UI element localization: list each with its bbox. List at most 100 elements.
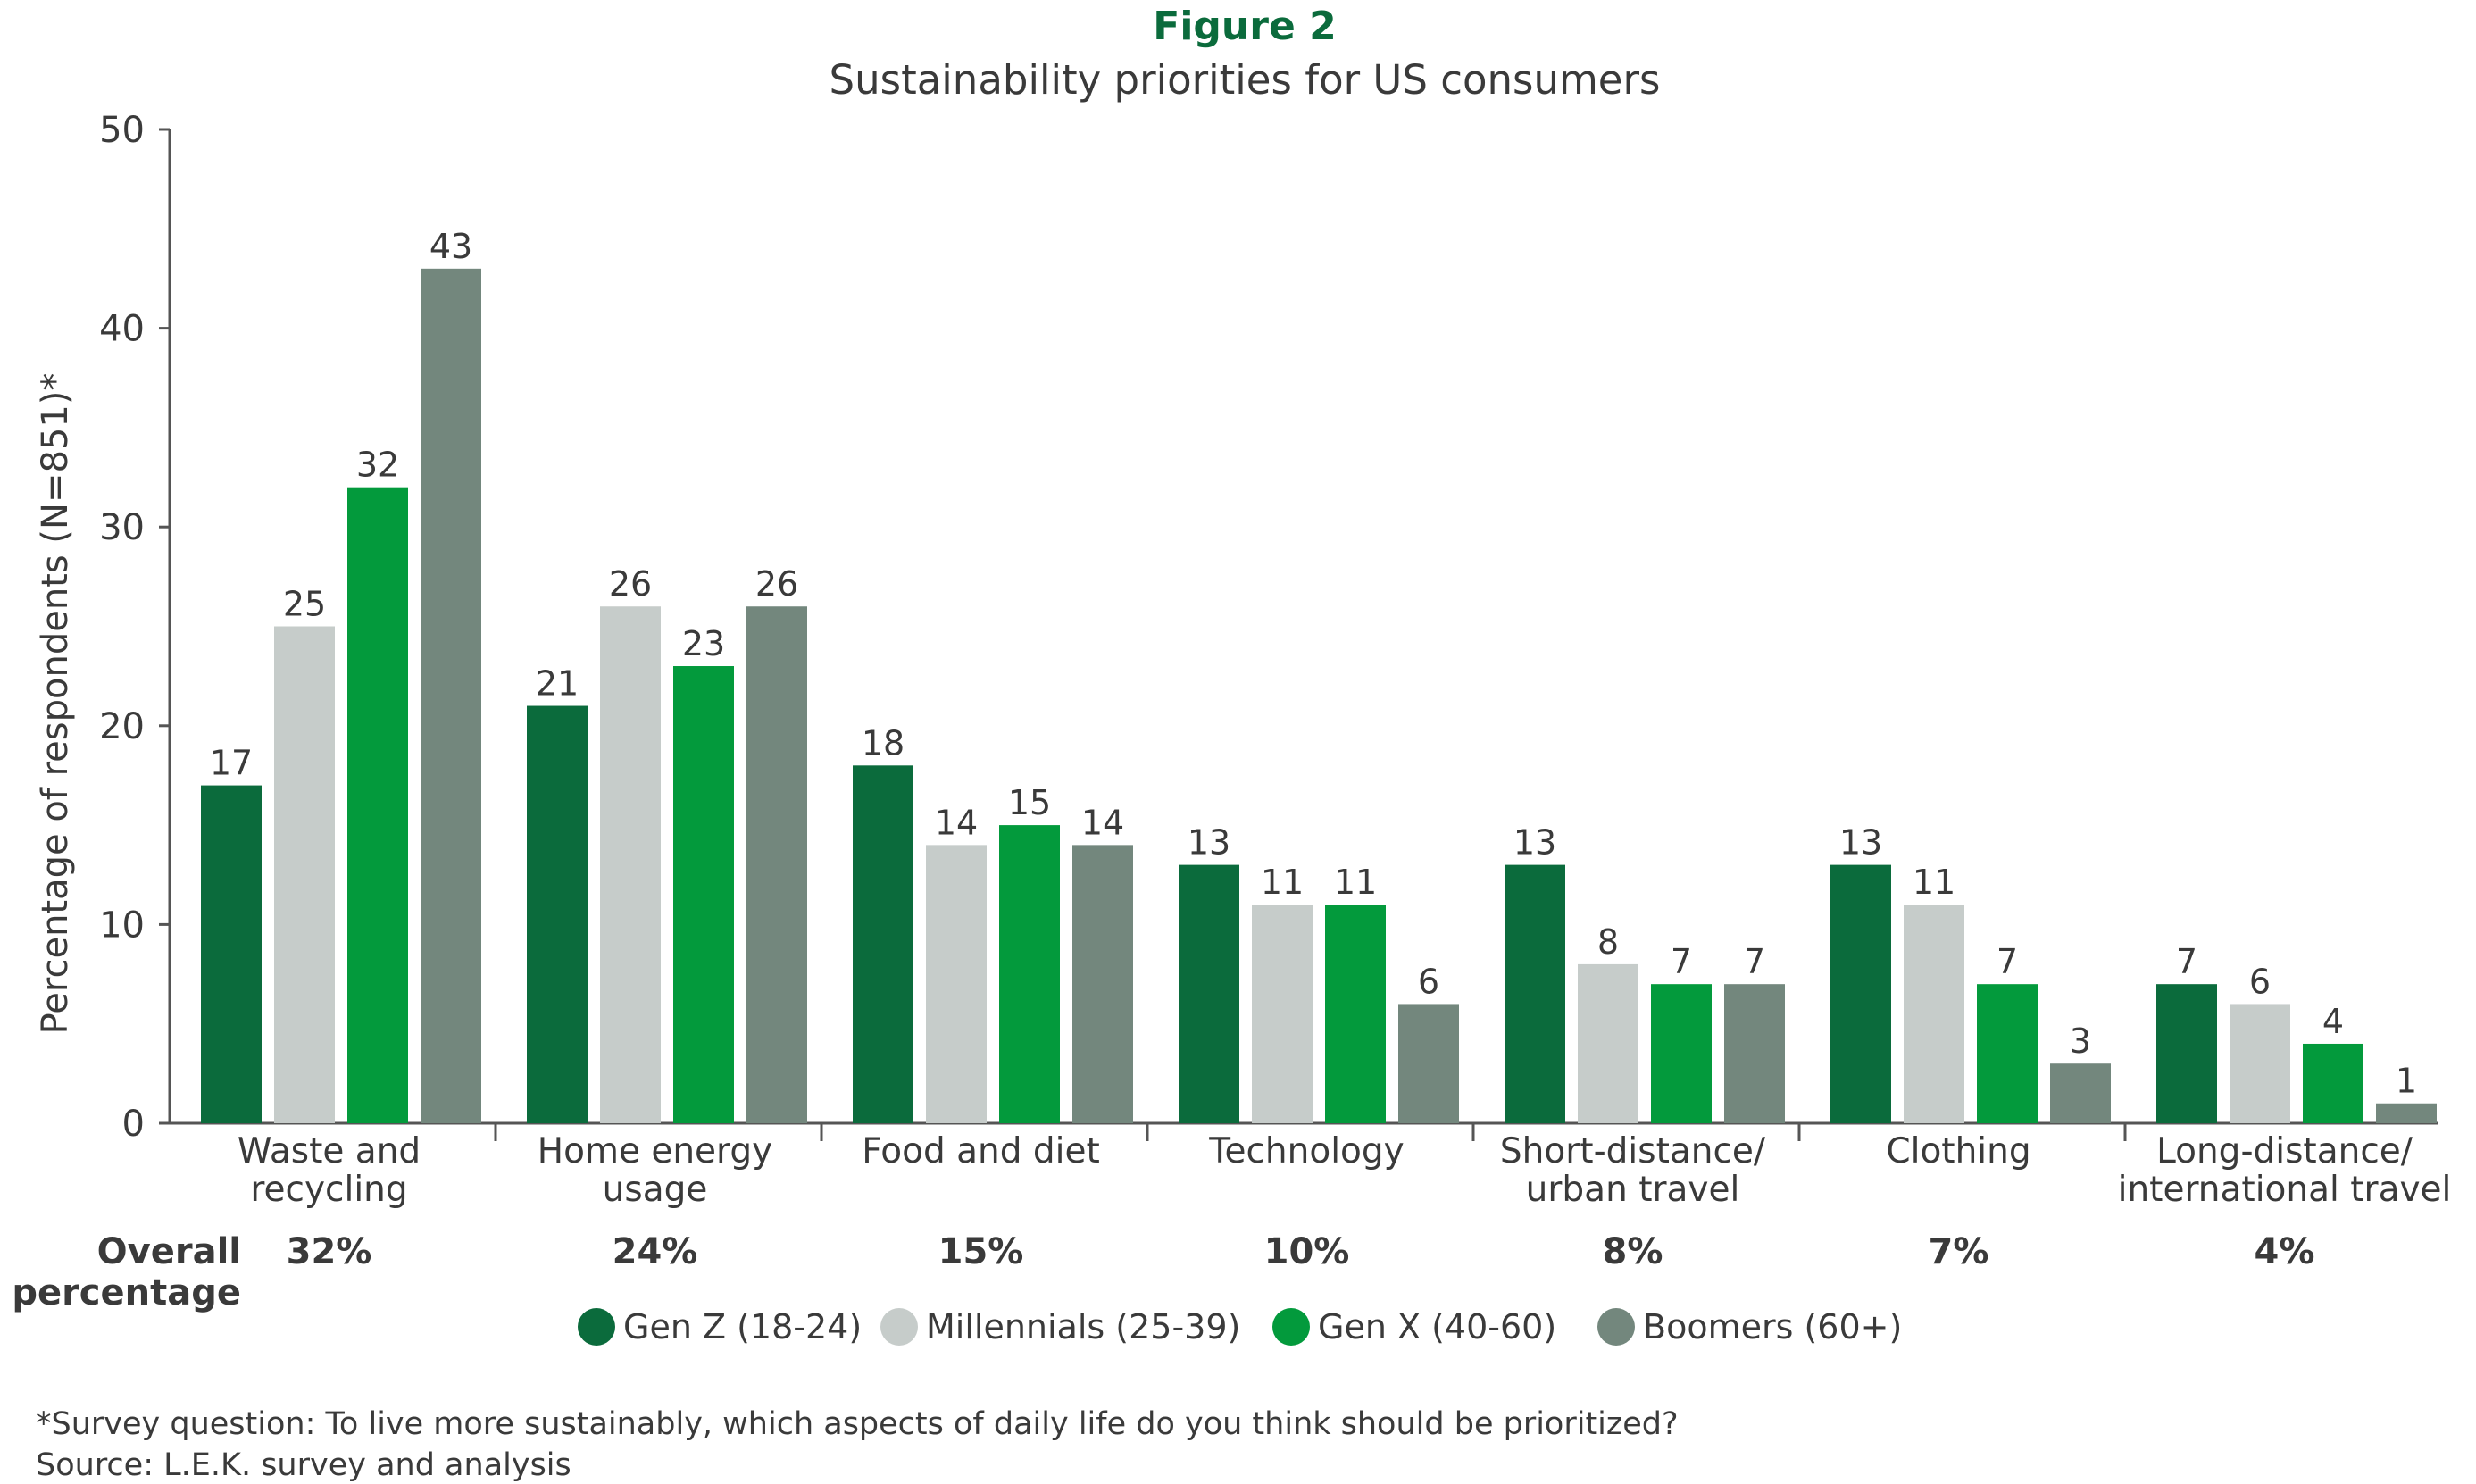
category-label-line: Clothing bbox=[1886, 1131, 2030, 1171]
bar-value-label: 7 bbox=[2176, 942, 2197, 981]
bar-value-label: 7 bbox=[1744, 942, 1765, 981]
y-tick-label: 40 bbox=[99, 309, 145, 350]
bar-value-label: 13 bbox=[1513, 823, 1556, 863]
bar bbox=[2050, 1063, 2111, 1123]
legend-swatch bbox=[1272, 1308, 1310, 1346]
category-label-line: Food and diet bbox=[862, 1131, 1100, 1171]
bar bbox=[1398, 1004, 1459, 1123]
bar bbox=[1830, 864, 1891, 1123]
bar bbox=[2376, 1103, 2437, 1123]
bar-value-label: 4 bbox=[2322, 1002, 2344, 1041]
bar bbox=[853, 765, 913, 1123]
legend: Gen Z (18-24) Millennials (25-39) Gen X (4… bbox=[578, 1307, 1902, 1346]
bar bbox=[1325, 905, 1386, 1123]
bar bbox=[1904, 905, 1964, 1123]
legend-label: Gen X (40-60) bbox=[1318, 1307, 1556, 1346]
overall-percentage-row: Overall percentage 32% 24% 15% 10% 8% 7% 4% bbox=[12, 1231, 2314, 1313]
y-axis-label: Percentage of respondents (N=851)* bbox=[35, 373, 76, 1035]
category-label-line: Waste and bbox=[238, 1131, 421, 1171]
overall-percentage-value: 7% bbox=[1929, 1231, 1989, 1272]
bar-value-label: 21 bbox=[536, 664, 579, 704]
legend-label: Boomers (60+) bbox=[1643, 1307, 1902, 1346]
source-note: Source: L.E.K. survey and analysis bbox=[36, 1447, 571, 1483]
category-label-line: Short-distance/ bbox=[1500, 1131, 1766, 1171]
bar bbox=[201, 785, 262, 1123]
overall-percentage-value: 10% bbox=[1264, 1231, 1350, 1272]
bar-value-label: 26 bbox=[755, 564, 798, 604]
category-label: Technology bbox=[1208, 1131, 1404, 1171]
legend-swatch bbox=[578, 1308, 615, 1346]
legend-label: Gen Z (18-24) bbox=[623, 1307, 862, 1346]
bar bbox=[527, 705, 588, 1123]
bar-value-label: 18 bbox=[862, 723, 905, 763]
bar bbox=[746, 606, 807, 1123]
bar bbox=[274, 626, 335, 1123]
bar-value-label: 6 bbox=[2249, 962, 2271, 1001]
bar-value-label: 11 bbox=[1334, 863, 1377, 902]
bar bbox=[1505, 864, 1565, 1123]
category-label: Clothing bbox=[1886, 1131, 2030, 1171]
bar-value-label: 32 bbox=[356, 446, 399, 485]
bar-value-label: 14 bbox=[1081, 803, 1124, 842]
bar-value-label: 11 bbox=[1913, 863, 1955, 902]
bar-value-label: 23 bbox=[682, 624, 725, 663]
bar-value-label: 25 bbox=[283, 585, 326, 624]
category-label-line: Technology bbox=[1208, 1131, 1404, 1171]
bar bbox=[2230, 1004, 2290, 1123]
overall-label-line-2: percentage bbox=[12, 1272, 241, 1313]
chart-title: Sustainability priorities for US consume… bbox=[830, 56, 1661, 104]
y-tick-label: 30 bbox=[99, 507, 145, 548]
overall-percentage-value: 15% bbox=[938, 1231, 1024, 1272]
bar bbox=[926, 845, 987, 1123]
bar bbox=[421, 268, 481, 1123]
bar bbox=[600, 606, 661, 1123]
y-tick-label: 10 bbox=[99, 905, 145, 946]
bar bbox=[1651, 984, 1712, 1123]
bar-value-label: 3 bbox=[2070, 1021, 2091, 1061]
bar bbox=[347, 487, 408, 1123]
bar bbox=[1977, 984, 2038, 1123]
bar-value-label: 14 bbox=[935, 803, 978, 842]
bar bbox=[1252, 905, 1313, 1123]
bar bbox=[1578, 963, 1638, 1123]
bar-value-label: 17 bbox=[210, 744, 253, 783]
y-axis: 0 10 20 30 40 50 bbox=[99, 110, 171, 1145]
bar-value-label: 7 bbox=[1997, 942, 2018, 981]
bar bbox=[2303, 1043, 2363, 1123]
category-label: Home energy usage bbox=[538, 1131, 772, 1210]
y-tick-label: 20 bbox=[99, 706, 145, 747]
legend-swatch bbox=[1597, 1308, 1635, 1346]
bar-value-label: 8 bbox=[1597, 922, 1619, 962]
bar-value-label: 13 bbox=[1839, 823, 1882, 863]
category-label-line: usage bbox=[603, 1170, 708, 1210]
category-label: Long-distance/international travel bbox=[2118, 1131, 2452, 1210]
figure-label: Figure 2 bbox=[1153, 4, 1336, 49]
bar-value-label: 11 bbox=[1261, 863, 1304, 902]
category-label: Food and diet bbox=[862, 1131, 1100, 1171]
overall-percentage-value: 32% bbox=[287, 1231, 372, 1272]
category-labels: Waste and recycling Home energy usage Food a… bbox=[238, 1131, 2452, 1210]
bar-value-label: 26 bbox=[609, 564, 652, 604]
bar bbox=[999, 825, 1060, 1123]
category-label-line: Home energy bbox=[538, 1131, 772, 1171]
bar bbox=[2156, 984, 2217, 1123]
bar bbox=[1179, 864, 1239, 1123]
footnote: *Survey question: To live more sustainab… bbox=[36, 1406, 1679, 1442]
bar bbox=[1072, 845, 1133, 1123]
bar-value-label: 7 bbox=[1671, 942, 1692, 981]
y-tick-label: 0 bbox=[122, 1104, 145, 1145]
category-label: Waste and recycling bbox=[238, 1131, 421, 1210]
legend-swatch bbox=[880, 1308, 918, 1346]
overall-percentage-value: 8% bbox=[1603, 1231, 1663, 1272]
overall-percentage-value: 4% bbox=[2255, 1231, 2315, 1272]
bar-value-label: 43 bbox=[429, 227, 472, 266]
overall-label-line-1: Overall bbox=[97, 1231, 241, 1272]
bar-value-label: 1 bbox=[2396, 1062, 2417, 1101]
category-label-line: recycling bbox=[250, 1170, 407, 1210]
category-label-line: Long-distance/ bbox=[2156, 1131, 2413, 1171]
bar bbox=[673, 666, 734, 1123]
category-label-line: urban travel bbox=[1526, 1170, 1740, 1210]
bar-value-label: 13 bbox=[1188, 823, 1230, 863]
legend-label: Millennials (25-39) bbox=[926, 1307, 1240, 1346]
